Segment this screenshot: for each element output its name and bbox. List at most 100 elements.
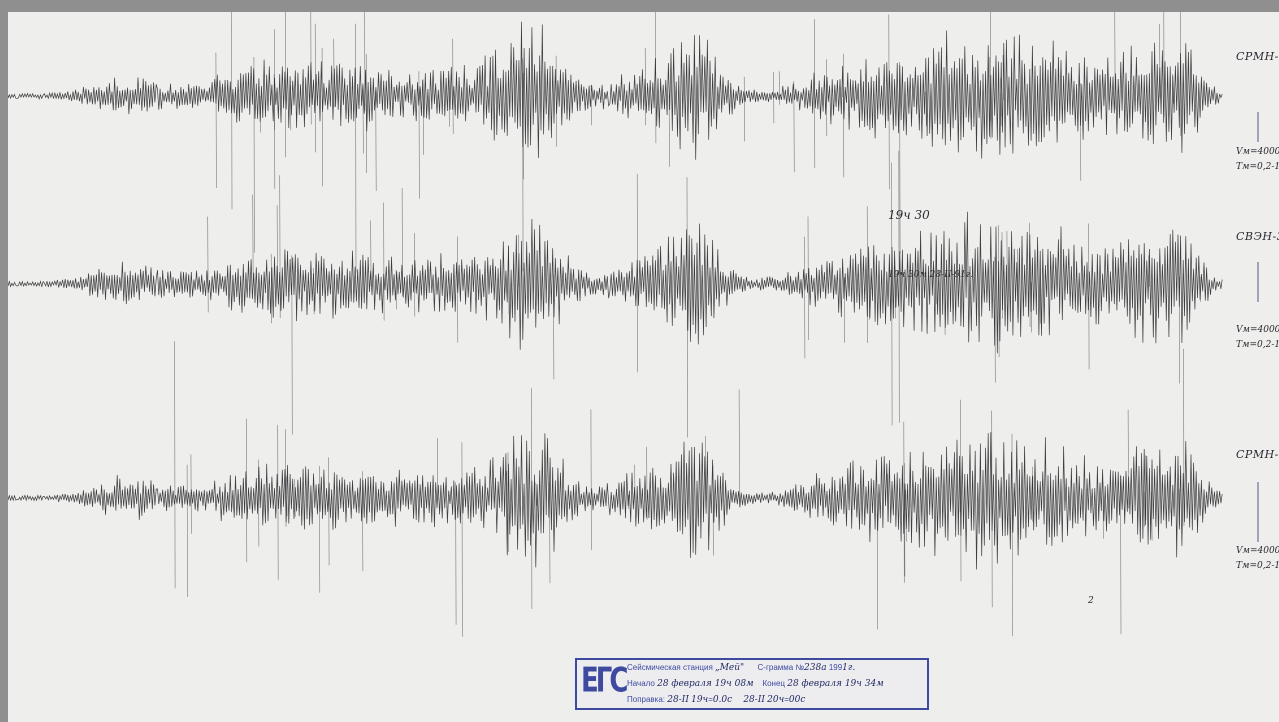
trace-spike	[1120, 474, 1122, 635]
trace-spike	[1000, 93, 1002, 127]
channel-2-amplification: Vм=40000	[1236, 325, 1279, 335]
trace-spike	[553, 274, 555, 380]
trace-spike	[246, 418, 248, 563]
trace-time-note: 19ч 30м 28-II-91г.	[888, 270, 974, 280]
trace-spike	[186, 464, 188, 597]
trace-spike	[668, 95, 670, 167]
trace-spike	[1032, 476, 1034, 507]
seismic-trace-3	[8, 432, 1223, 570]
trace-spike	[1145, 455, 1147, 520]
trace-spike	[778, 71, 780, 105]
station-stamp: ЕГС Сейсмическая станция „Мей" С-грамма …	[575, 658, 929, 710]
channel-3-name: СРМН-3	[1236, 448, 1279, 461]
trace-spike	[712, 465, 714, 556]
trace-spike	[888, 14, 890, 190]
trace-spike	[1006, 230, 1008, 312]
trace-spike	[1002, 54, 1004, 101]
trace-spike	[1143, 492, 1145, 527]
seismogram-paper: СРМН-3 Vм=40000 Тм=0,2-1,5 СВЭН-3 Vм=400…	[8, 12, 1279, 722]
trace-spike	[362, 89, 364, 154]
trace-spike	[590, 84, 592, 126]
trace-spike	[291, 255, 293, 435]
trace-spike	[285, 12, 287, 158]
egs-logo: ЕГС	[581, 661, 628, 701]
trace-spike	[276, 205, 278, 289]
trace-spike	[989, 57, 991, 121]
trace-spike	[871, 276, 873, 290]
seismic-trace-1	[8, 21, 1223, 160]
trace-spike	[258, 459, 260, 547]
trace-spike	[452, 38, 454, 134]
trace-spike	[636, 173, 639, 373]
trace-spike	[910, 468, 912, 508]
trace-spike	[738, 389, 740, 503]
trace-spike	[866, 206, 869, 343]
trace-spike	[868, 274, 870, 320]
trace-spike	[1001, 232, 1003, 319]
trace-spike	[773, 71, 775, 124]
trace-spike	[743, 76, 746, 142]
channel-2-period: Тм=0,2-1,5	[1236, 340, 1279, 350]
trace-spike	[1163, 12, 1165, 117]
trace-spike	[318, 465, 321, 593]
trace-spike	[448, 80, 450, 127]
trace-spike	[413, 232, 416, 317]
trace-spike	[904, 463, 906, 577]
trace-spike	[522, 58, 524, 272]
trace-spike	[804, 236, 806, 359]
trace-spike	[990, 12, 992, 139]
trace-spike	[207, 216, 209, 313]
trace-spike	[273, 29, 276, 189]
trace-spike	[190, 454, 192, 534]
trace-spike	[991, 410, 993, 608]
trace-spike	[841, 87, 843, 98]
trace-spike	[694, 54, 696, 116]
stamp-line-station: Сейсмическая станция „Мей" С-грамма №238…	[627, 663, 856, 673]
trace-spike	[1180, 12, 1182, 136]
trace-spike	[1029, 222, 1031, 328]
trace-spike	[395, 269, 397, 310]
channel-3-amplification: Vм=40000	[1236, 546, 1279, 556]
trace-spike	[508, 245, 510, 315]
trace-spike	[998, 225, 1000, 358]
trace-spike	[174, 341, 176, 589]
trace-spike	[1017, 248, 1019, 318]
trace-spike	[215, 52, 217, 189]
trace-spike	[1151, 491, 1153, 541]
trace-spike	[1178, 488, 1180, 526]
trace-spike	[825, 59, 828, 137]
trace-spike	[903, 421, 905, 583]
trace-spike	[686, 177, 688, 438]
trace-spike	[362, 471, 364, 572]
trace-spike	[370, 220, 372, 287]
trace-spike	[328, 457, 330, 566]
trace-spike	[286, 476, 288, 517]
trace-spike	[507, 452, 509, 553]
channel-1-name: СРМН-3	[1236, 50, 1279, 63]
trace-spike	[522, 73, 524, 180]
seismic-trace-2	[8, 211, 1223, 354]
trace-spike	[277, 424, 279, 580]
trace-spike	[876, 492, 878, 630]
trace-spike	[535, 482, 537, 506]
trace-spike	[279, 175, 281, 318]
trace-spike	[925, 91, 927, 127]
trace-spike	[899, 61, 901, 255]
channel-1-amplification: Vм=40000	[1236, 147, 1279, 157]
trace-spike	[807, 216, 809, 341]
trace-spike	[420, 88, 422, 99]
trace-spike	[455, 482, 457, 625]
trace-spike	[894, 266, 896, 319]
stamp-line-corrections: Поправка: 28-II 19ч=0.0с 28-II 20ч=00с	[627, 695, 806, 705]
trace-spike	[259, 95, 261, 133]
stamp-line-times: Начало 28 февраля 19ч 08м Конец 28 февра…	[627, 679, 884, 689]
trace-spike	[644, 47, 647, 126]
trace-spike	[1183, 348, 1185, 526]
trace-spike	[313, 268, 315, 315]
trace-spike	[290, 85, 292, 131]
trace-spike	[1080, 82, 1082, 181]
trace-spike	[793, 80, 795, 173]
trace-spike	[375, 90, 377, 192]
trace-spike	[555, 55, 557, 147]
trace-spike	[1127, 409, 1129, 509]
